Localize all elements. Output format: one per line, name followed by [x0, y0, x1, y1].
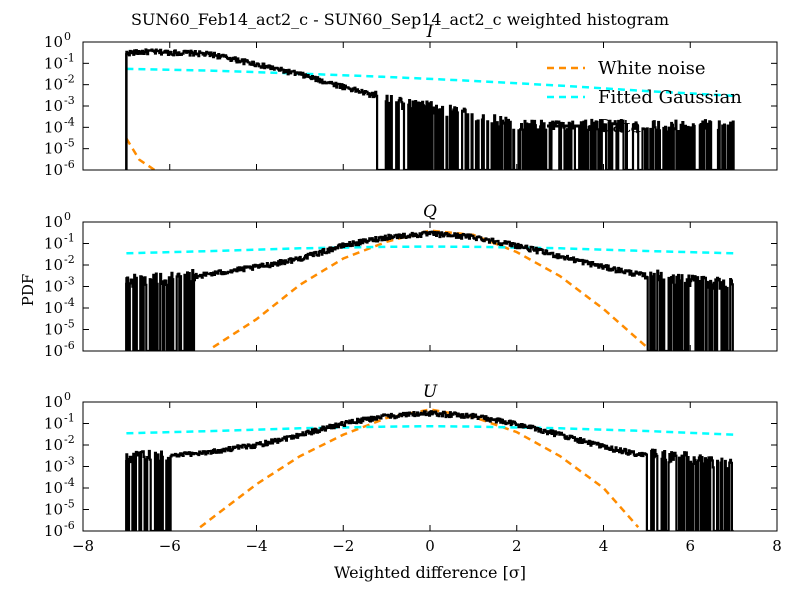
plot-area [125, 229, 734, 351]
y-axis-label: PDF [19, 274, 37, 307]
y-tick-label: 10 [44, 522, 63, 540]
x-axis-label: Weighted difference [σ] [334, 563, 526, 582]
y-tick-label: 10 [44, 161, 63, 179]
x-tick-label: 4 [599, 537, 609, 555]
y-tick-exponent: -5 [64, 498, 75, 511]
fitted-gaussian-line [126, 245, 734, 255]
y-tick-label: 10 [44, 140, 63, 158]
x-tick-label: 2 [512, 537, 522, 555]
y-tick-exponent: -4 [64, 115, 75, 128]
y-tick-exponent: -5 [64, 137, 75, 150]
y-tick-label: 10 [44, 342, 63, 360]
y-tick-label: 10 [44, 278, 63, 296]
y-tick-exponent: -2 [64, 433, 75, 446]
y-tick-exponent: -2 [64, 73, 75, 86]
y-tick-label: 10 [44, 76, 63, 94]
x-tick-label: 0 [425, 537, 435, 555]
y-tick-label: 10 [44, 321, 63, 339]
y-tick-exponent: -4 [64, 296, 75, 309]
legend-label: Data [598, 116, 641, 137]
y-tick-exponent: -1 [64, 232, 75, 245]
y-tick-label: 10 [44, 458, 63, 476]
data-histogram [125, 230, 734, 351]
y-tick-exponent: -3 [64, 94, 75, 107]
y-tick-label: 10 [44, 415, 63, 433]
fitted-gaussian-line [126, 67, 734, 98]
y-tick-exponent: -6 [64, 158, 75, 171]
y-tick-exponent: 0 [64, 390, 71, 403]
y-tick-label: 10 [44, 436, 63, 454]
data-histogram [125, 410, 734, 531]
plot-area [125, 408, 734, 531]
x-tick-label: −4 [245, 537, 267, 555]
x-tick-label: −2 [332, 537, 354, 555]
y-tick-label: 10 [44, 393, 63, 411]
y-tick-label: 10 [44, 256, 63, 274]
y-tick-label: 10 [44, 54, 63, 72]
y-tick-exponent: -4 [64, 476, 75, 489]
panel-title: I [426, 22, 434, 42]
figure-title: SUN60_Feb14_act2_c - SUN60_Sep14_act2_c … [131, 10, 669, 29]
y-tick-exponent: -1 [64, 412, 75, 425]
white-noise-line [212, 229, 648, 349]
plot-area [125, 48, 735, 170]
data-histogram [125, 48, 735, 170]
x-tick-label: 8 [772, 537, 782, 555]
y-tick-exponent: -3 [64, 455, 75, 468]
y-tick-label: 10 [44, 479, 63, 497]
legend-label: White noise [598, 58, 706, 79]
panel-frame [82, 401, 778, 532]
x-tick-label: −8 [72, 537, 94, 555]
legend-label: Fitted Gaussian [598, 87, 742, 108]
y-tick-label: 10 [44, 235, 63, 253]
y-tick-exponent: -5 [64, 318, 75, 331]
y-tick-exponent: -1 [64, 51, 75, 64]
x-tick-label: −6 [159, 537, 181, 555]
y-tick-label: 10 [44, 299, 63, 317]
y-tick-exponent: -3 [64, 275, 75, 288]
y-tick-label: 10 [44, 97, 63, 115]
fitted-gaussian-line [126, 424, 734, 436]
y-tick-exponent: 0 [64, 30, 71, 43]
y-tick-exponent: 0 [64, 210, 71, 223]
panel-title: Q [423, 202, 437, 222]
y-tick-label: 10 [44, 118, 63, 136]
y-tick-label: 10 [44, 213, 63, 231]
white-noise-line [125, 137, 156, 170]
panel-title: U [423, 382, 438, 402]
x-tick-label: 6 [685, 537, 695, 555]
y-tick-exponent: -6 [64, 519, 75, 532]
legend: White noise Fitted Gaussian Data [547, 58, 742, 137]
y-tick-label: 10 [44, 501, 63, 519]
y-tick-exponent: -6 [64, 339, 75, 352]
y-tick-label: 10 [44, 33, 63, 51]
y-tick-exponent: -2 [64, 253, 75, 266]
